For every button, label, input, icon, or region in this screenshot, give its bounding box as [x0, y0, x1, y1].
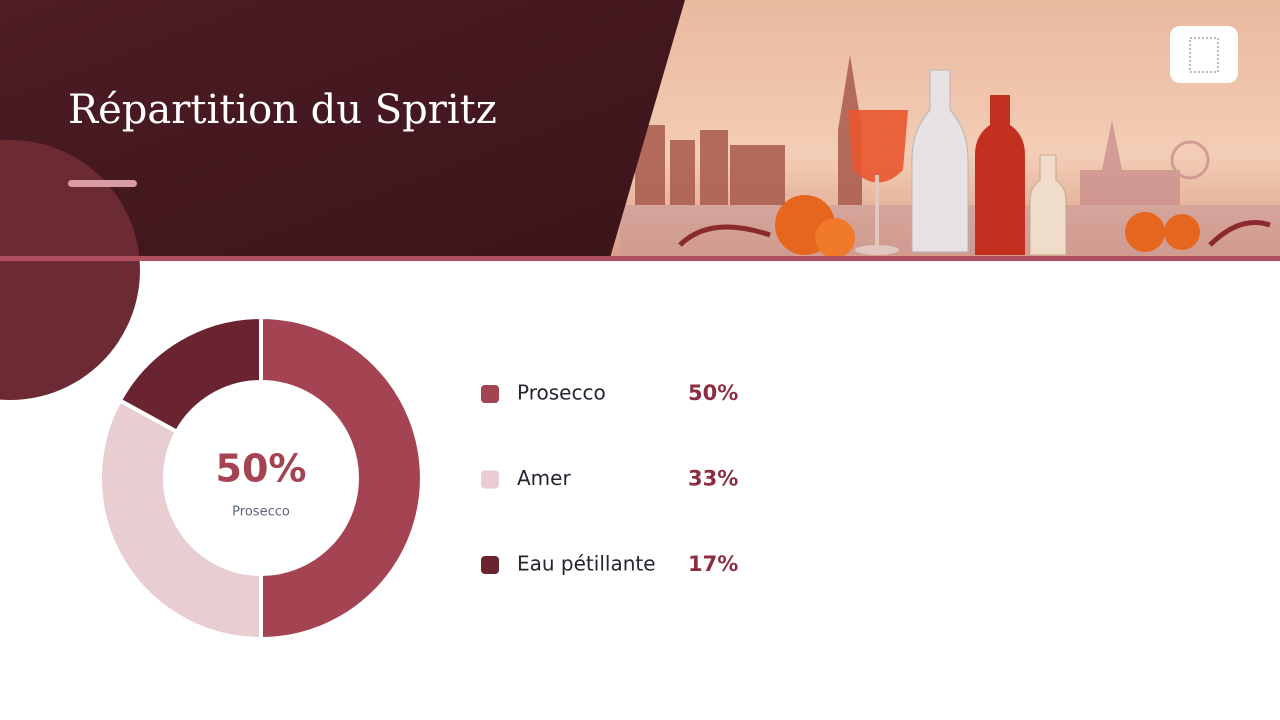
legend-swatch [481, 556, 499, 574]
header-illustration [600, 0, 1280, 258]
donut-segment [259, 314, 424, 642]
center-label: Prosecco [232, 505, 290, 520]
legend-value: 50% [688, 381, 738, 405]
legend: Prosecco 50% Amer 33% Eau pétillante 17% [481, 381, 738, 576]
donut-segment [117, 314, 263, 435]
chart-title: Répartition du Spritz [68, 87, 497, 133]
header-border [0, 256, 1280, 261]
header-band [0, 0, 685, 258]
header-decoration [0, 140, 140, 400]
legend-value: 17% [688, 552, 738, 576]
legend-swatch [481, 385, 499, 403]
legend-label: Prosecco [517, 381, 606, 405]
legend-label: Amer [517, 466, 571, 490]
legend-swatch [481, 470, 499, 489]
donut-chart [98, 314, 424, 642]
legend-value: 33% [688, 467, 738, 491]
title-underline [68, 180, 137, 187]
donut-segment [98, 397, 263, 642]
logo-box [1170, 26, 1238, 83]
center-value: 50% [216, 447, 307, 491]
logo [1189, 37, 1219, 73]
legend-label: Eau pétillante [517, 552, 656, 576]
